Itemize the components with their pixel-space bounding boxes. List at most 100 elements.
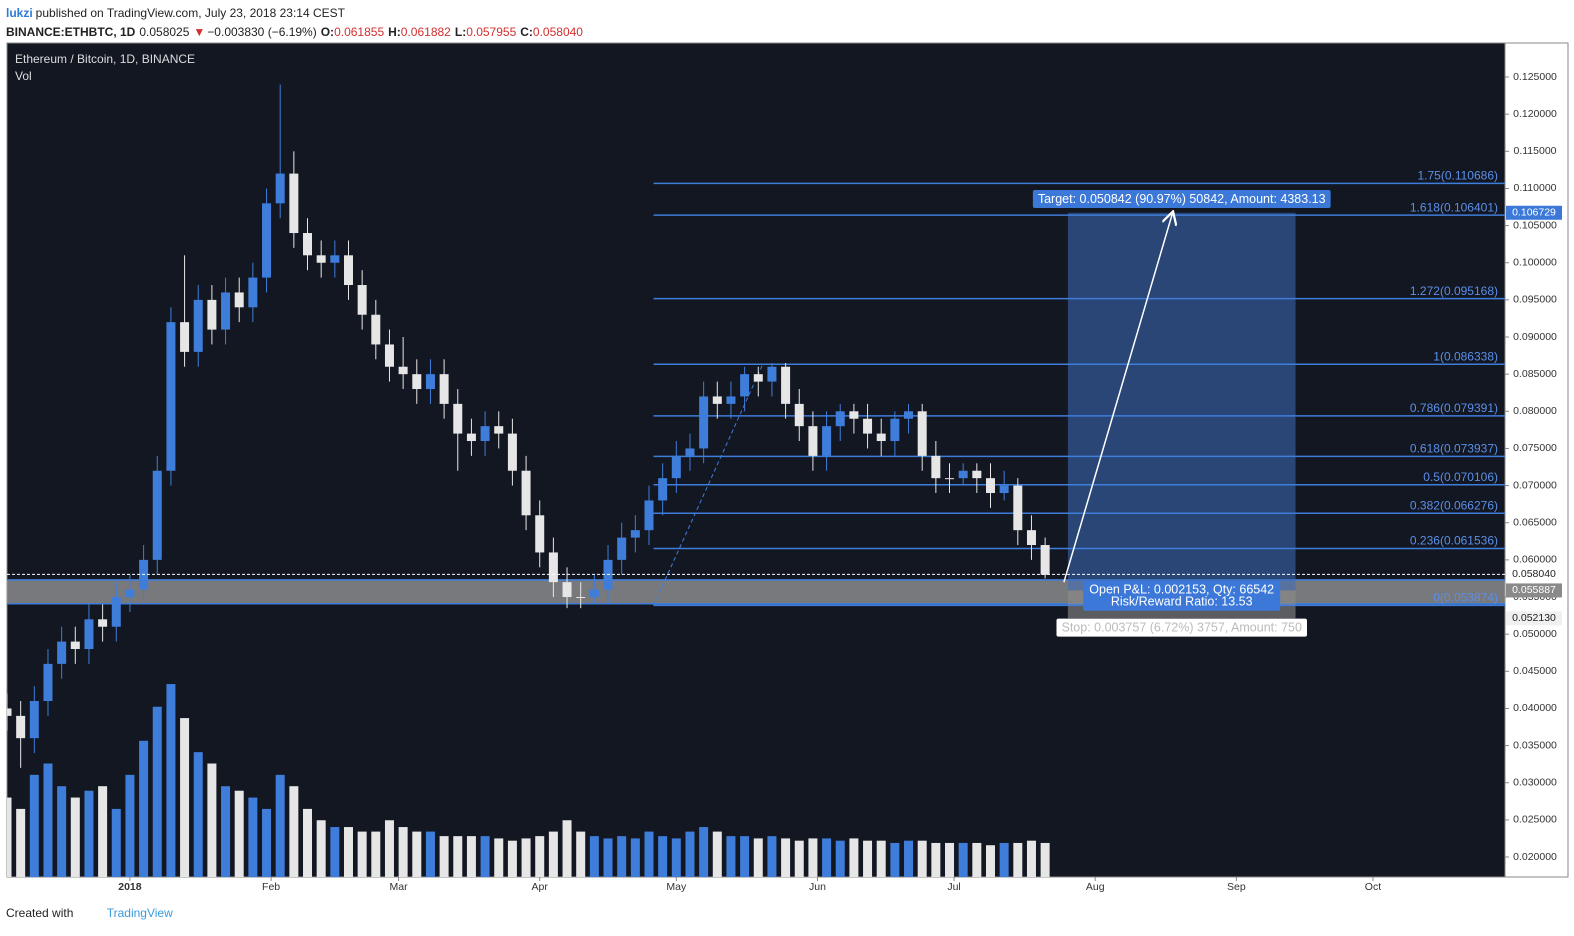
candle-body [985,478,995,494]
y-tick-label: 0.095000 [1513,294,1557,306]
fib-label: 0.236(0.061536) [1410,534,1498,548]
candle-body [453,403,463,434]
candle-body [726,396,736,404]
ohlc-value: 0.061882 [400,25,451,39]
candle-body [617,537,627,560]
candle-body [535,515,545,553]
volume-bar [958,842,968,877]
candle-body [16,715,26,739]
down-arrow: ▼ [193,25,206,39]
candle-body [958,470,968,479]
volume-title: Vol [15,69,32,83]
target-arrow [1063,213,1173,583]
volume-bar [166,684,176,877]
candle-body [330,255,340,263]
candle-body [343,255,353,286]
y-tick-label: 0.090000 [1513,331,1557,343]
volume-bar [972,842,982,877]
volume-bar [371,831,381,877]
candle-body [712,396,722,404]
y-tick-label: 0.100000 [1513,257,1557,269]
candle-body [521,470,531,516]
volume-bar [439,836,449,877]
volume-bar [904,840,914,877]
candle-body [371,314,381,345]
volume-bar [7,797,12,877]
candle-body [740,374,750,397]
candle-body [576,597,586,599]
volume-bar [658,836,668,877]
last-price-text: 0.058040 [1512,568,1556,580]
volume-bar [139,740,149,877]
candle-body [84,619,94,650]
volume-bar [835,840,845,877]
volume-bar [316,820,326,877]
volume-bar [398,827,408,877]
publish-line: lukzi published on TradingView.com, July … [6,4,591,23]
y-tick-label: 0.075000 [1513,442,1557,454]
candle-body [29,701,39,739]
stop-label: Stop: 0.003757 (6.72%) 3757, Amount: 750 [1056,618,1307,637]
candle-body [794,403,804,427]
y-tick-label: 0.045000 [1513,665,1557,677]
candle-body [275,173,285,204]
candle-body [904,411,914,419]
price: 0.058025 [139,25,190,39]
candle-body [863,418,873,434]
target-label-text: Target: 0.050842 (90.97%) 50842, Amount:… [1038,192,1326,206]
candle-body [917,411,927,456]
volume-bar [207,763,217,877]
volume-bar [466,836,476,877]
volume-bar [767,836,777,877]
candle-body [439,374,449,404]
candle-body [548,552,558,583]
volume-bar [685,831,695,877]
candle-body [303,233,313,256]
volume-bar [945,842,955,877]
candle-body [111,597,121,627]
candle-body [234,292,244,308]
x-tick-label: Sep [1227,881,1246,893]
y-tick-label: 0.110000 [1513,182,1556,194]
brand[interactable]: TradingView [106,906,173,920]
candle-body [945,478,955,480]
author[interactable]: lukzi [6,6,33,20]
volume-bar [152,706,162,877]
volume-bar [917,840,927,877]
volume-bar [863,840,873,877]
candle-body [876,433,886,442]
change: −0.003830 (−6.19%) [207,25,317,39]
candle-body [7,708,12,716]
volume-bar [412,831,422,877]
x-tick-label: Oct [1365,881,1381,893]
ohlc-value: 0.057955 [466,25,517,39]
candle-body [753,374,763,382]
volume-bar [1026,840,1036,877]
x-tick-label: Jun [809,881,826,893]
volume-bar [98,786,108,877]
candle-body [384,344,394,367]
y-tick-label: 0.065000 [1513,517,1557,529]
volume-bar [303,808,313,877]
volume-bar [562,820,572,877]
candle-body [152,470,162,560]
candle-body [43,663,53,702]
candle-body [507,433,517,471]
ohlc-key: L: [454,25,467,39]
volume-bar [781,838,791,877]
volume-bar [808,838,818,877]
volume-bar [1040,842,1050,877]
volume-bar [630,838,640,877]
target-price [1506,205,1562,220]
volume-bar [822,838,832,877]
candle-body [494,426,504,434]
candle-body [289,173,299,234]
candle-body [999,485,1009,494]
fib-label: 0(0.053874) [1433,591,1498,605]
volume-bar [753,838,763,877]
stop-label-text: Stop: 0.003757 (6.72%) 3757, Amount: 750 [1061,621,1302,635]
volume-bar [357,831,367,877]
candle-body [398,366,408,375]
candle-body [1013,485,1023,531]
